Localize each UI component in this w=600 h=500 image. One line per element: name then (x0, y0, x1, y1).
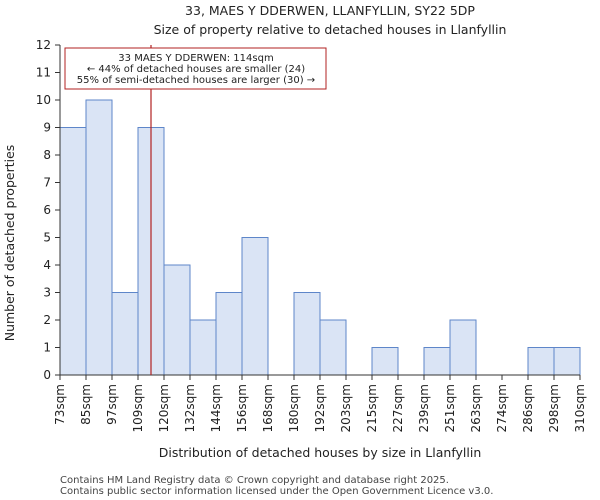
y-tick-label: 8 (43, 148, 51, 162)
bar-239sqm (423, 347, 451, 376)
x-tick-label: 251sqm (443, 384, 457, 432)
x-tick-label: 192sqm (313, 384, 327, 432)
bar-215sqm (371, 347, 399, 376)
x-tick-label: 120sqm (157, 384, 171, 432)
y-tick-label: 12 (36, 38, 51, 52)
x-tick-label: 203sqm (339, 384, 353, 432)
x-tick-label: 286sqm (521, 384, 535, 432)
y-tick-label: 0 (43, 368, 51, 382)
bars (59, 99, 581, 376)
x-tick-label: 227sqm (391, 384, 405, 432)
x-axis-label: Distribution of detached houses by size … (159, 445, 482, 460)
footer-line-2: Contains public sector information licen… (60, 486, 493, 497)
x-tick-label: 298sqm (547, 384, 561, 432)
annotation-line-2: ← 44% of detached houses are smaller (24… (87, 64, 305, 75)
x-tick-label: 132sqm (183, 384, 197, 432)
y-tick-label: 10 (36, 93, 51, 107)
bar-298sqm (553, 347, 581, 376)
annotation-box-border (64, 47, 327, 90)
x-tick-label: 239sqm (417, 384, 431, 432)
y-tick-label: 9 (43, 121, 51, 135)
y-tick-label: 3 (43, 286, 51, 300)
footer-line-1: Contains HM Land Registry data © Crown c… (60, 475, 449, 486)
x-tick-label: 156sqm (235, 384, 249, 432)
bar-73sqm (59, 127, 87, 376)
chart-title: 33, MAES Y DDERWEN, LLANFYLLIN, SY22 5DP (185, 3, 475, 18)
x-tick-label: 263sqm (469, 384, 483, 432)
bar-144sqm (215, 292, 243, 376)
x-ticks: 73sqm 85sqm 97sqm 109sqm 120sqm 132sqm 144sqm 1… (53, 375, 587, 432)
annotation-line-1: 33 MAES Y DDERWEN: 114sqm (118, 53, 273, 64)
y-tick-label: 2 (43, 313, 51, 327)
y-tick-label: 6 (43, 203, 51, 217)
annotation-line-3: 55% of semi-detached houses are larger (… (77, 75, 315, 86)
bar-251sqm (449, 319, 477, 376)
x-tick-label: 109sqm (131, 384, 145, 432)
bar-286sqm (527, 347, 555, 376)
bar-97sqm (111, 292, 139, 376)
x-tick-label: 85sqm (79, 384, 93, 425)
bar-192sqm (319, 319, 347, 376)
x-tick-label: 274sqm (495, 384, 509, 432)
x-tick-label: 310sqm (573, 384, 587, 432)
y-tick-label: 5 (43, 231, 51, 245)
annotation-box: 33 MAES Y DDERWEN: 114sqm ← 44% of detac… (64, 47, 327, 90)
x-tick-label: 168sqm (261, 384, 275, 432)
y-axis-label: Number of detached properties (2, 145, 17, 342)
bar-132sqm (189, 319, 217, 376)
x-tick-label: 144sqm (209, 384, 223, 432)
bar-156sqm (241, 237, 269, 376)
x-tick-label: 73sqm (53, 384, 67, 425)
x-tick-label: 97sqm (105, 384, 119, 425)
bar-180sqm (293, 292, 321, 376)
y-tick-label: 11 (36, 66, 51, 80)
x-tick-label: 180sqm (287, 384, 301, 432)
x-tick-label: 215sqm (365, 384, 379, 432)
y-tick-label: 4 (43, 258, 51, 272)
y-tick-label: 7 (43, 176, 51, 190)
chart-subtitle: Size of property relative to detached ho… (154, 22, 507, 37)
y-tick-label: 1 (43, 341, 51, 355)
bar-120sqm (163, 264, 191, 376)
bar-85sqm (85, 99, 113, 376)
